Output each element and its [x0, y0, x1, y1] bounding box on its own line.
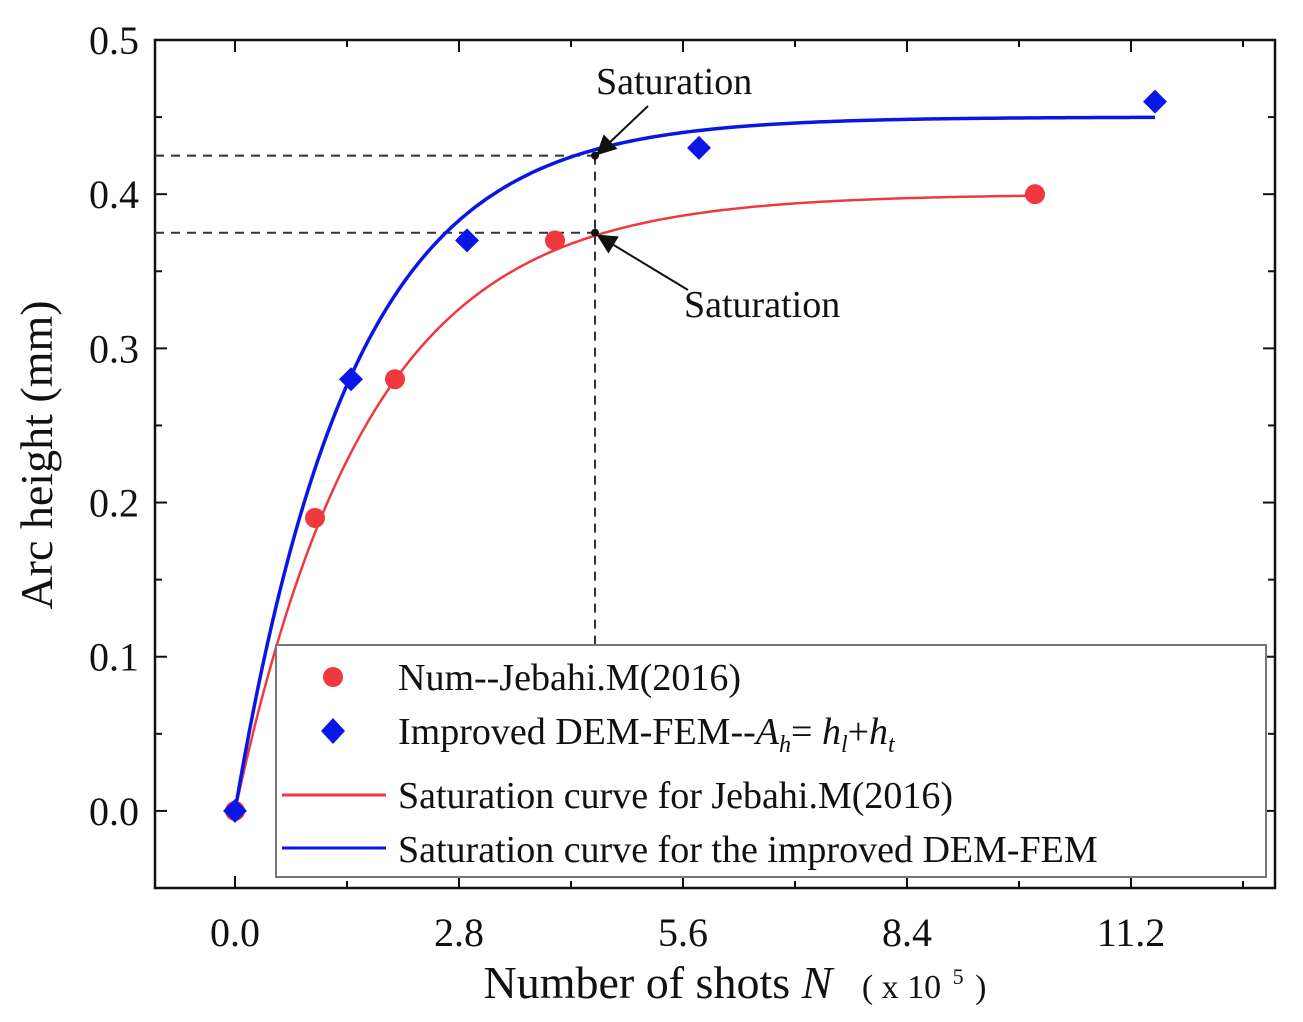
x-tick-label: 0.0 [210, 910, 260, 955]
x-axis-title: Number of shots N ( x 10 5 ) [484, 943, 987, 1008]
legend-label-blue-curve: Saturation curve for the improved DEM-FE… [398, 829, 1098, 871]
legend-box [275, 644, 1267, 878]
y-axis: 0.0 0.1 0.2 0.3 0.4 0.5 [89, 18, 1275, 834]
annotation-arrow [596, 105, 649, 156]
y-tick-label: 0.3 [89, 326, 139, 371]
legend-label-improved: Improved DEM-FEM--Ah= hl+ht [398, 711, 896, 758]
y-tick-label: 0.1 [89, 635, 139, 680]
y-tick-label: 0.2 [89, 481, 139, 526]
y-tick-label: 0.0 [89, 789, 139, 834]
y-tick-label: 0.4 [89, 172, 139, 217]
legend-marker-circle [323, 667, 343, 687]
curves [233, 115, 1156, 812]
data-point-diamond [223, 798, 247, 823]
plot-frame [153, 38, 1277, 890]
legend-marker-diamond [321, 718, 345, 744]
saturation-point [591, 151, 599, 160]
data-point-diamond [339, 367, 363, 392]
points [223, 89, 1167, 823]
x-tick-label: 5.6 [658, 910, 708, 955]
x-tick-label: 2.8 [434, 910, 484, 955]
annotation-saturation-blue: Saturation [596, 61, 752, 103]
saturation-point [591, 228, 599, 237]
data-point-diamond [1143, 89, 1167, 114]
legend-label-jebahi: Num--Jebahi.M(2016) [398, 657, 741, 699]
x-tick-label: 11.2 [1097, 910, 1166, 955]
annotations: Saturation Saturation [591, 61, 840, 326]
x-axis-unit-close: ) [975, 969, 986, 1006]
data-point-diamond [687, 135, 711, 160]
data-point-circle [385, 369, 405, 390]
data-point-circle [545, 230, 565, 251]
legend-label-red-curve: Saturation curve for Jebahi.M(2016) [398, 775, 953, 817]
annotation-saturation-red: Saturation [684, 284, 840, 326]
data-point-circle [305, 507, 325, 528]
annotation-arrow [596, 234, 689, 291]
data-point-diamond [455, 228, 479, 253]
x-axis-unit: ( x 10 [862, 969, 941, 1006]
saturation-curve [233, 115, 1156, 812]
x-axis-title-var: N [801, 957, 835, 1008]
y-tick-label: 0.5 [89, 18, 139, 63]
x-tick-label: 8.4 [882, 910, 932, 955]
x-axis: 0.0 2.8 5.6 8.4 11.2 [210, 40, 1244, 955]
legend: Num--Jebahi.M(2016) Improved DEM-FEM--Ah… [275, 644, 1267, 878]
x-axis-unit-exp: 5 [953, 964, 964, 989]
reference-lines [155, 154, 596, 645]
y-axis-title: Arc height (mm) [11, 300, 62, 609]
x-axis-title-text: Number of shots [484, 957, 791, 1008]
saturation-curve [233, 194, 1036, 812]
data-point-circle [1025, 184, 1045, 205]
